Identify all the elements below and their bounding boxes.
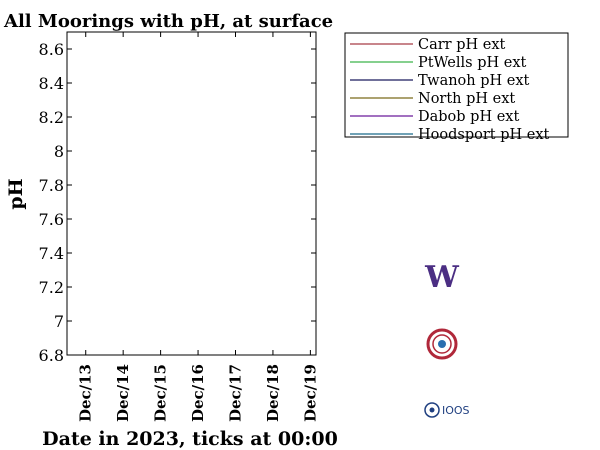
y-tick-label: 7.6 [39, 210, 64, 229]
ioos-logo-text: IOOS [442, 404, 470, 417]
x-axis-label: Date in 2023, ticks at 00:00 [42, 428, 338, 450]
chart-title: All Moorings with pH, at surface [3, 11, 333, 32]
y-tick-label: 8 [54, 142, 64, 161]
y-axis-label: pH [5, 178, 27, 209]
ioos-logo: IOOS [424, 402, 470, 418]
legend-entry: PtWells pH ext [418, 55, 527, 71]
x-tick-label: Dec/18 [264, 364, 282, 422]
y-tick-label: 7.4 [39, 244, 64, 263]
y-tick-label: 6.8 [39, 346, 64, 365]
x-tick-label: Dec/15 [152, 364, 170, 422]
x-axis: Dec/13 Dec/14 Dec/15 Dec/16 Dec/17 Dec/18 Dec/… [77, 32, 319, 422]
y-tick-label: 7.8 [39, 176, 64, 195]
y-tick-label: 7 [54, 312, 64, 331]
legend-entry: Hoodsport pH ext [418, 127, 550, 143]
x-tick-label: Dec/13 [77, 364, 95, 422]
y-tick-label: 7.2 [39, 278, 64, 297]
legend-entry: Twanoh pH ext [418, 73, 530, 89]
legend-entry: Dabob pH ext [418, 109, 519, 125]
y-axis: 6.8 7 7.2 7.4 7.6 7.8 8 8.2 8.4 8.6 [39, 40, 316, 365]
x-tick-label: Dec/19 [301, 364, 319, 422]
legend-entry: North pH ext [418, 91, 515, 107]
legend-box [344, 32, 569, 138]
plot-area [66, 31, 317, 356]
y-tick-label: 8.2 [39, 108, 64, 127]
legend: Carr pH ext PtWells pH ext Twanoh pH ext No… [344, 32, 569, 143]
legend-entry: Carr pH ext [418, 37, 506, 53]
uw-logo: W [424, 260, 460, 295]
x-tick-label: Dec/14 [114, 364, 132, 422]
y-tick-label: 8.6 [39, 40, 64, 59]
x-tick-label: Dec/16 [189, 364, 207, 422]
y-tick-label: 8.4 [39, 74, 64, 93]
x-tick-label: Dec/17 [226, 364, 244, 422]
seal-logo [426, 328, 458, 360]
